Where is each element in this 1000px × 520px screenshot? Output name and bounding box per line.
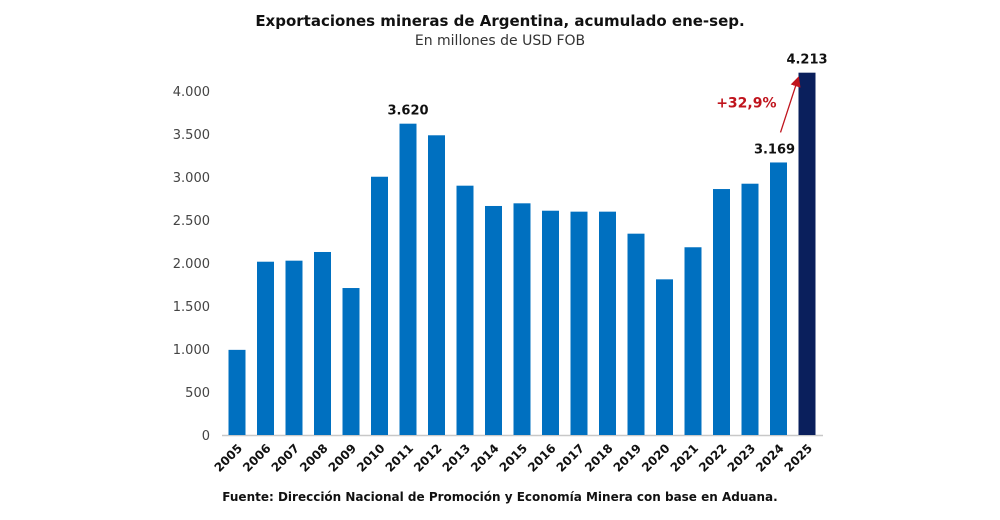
bar-2023 xyxy=(741,183,759,435)
bar-2020 xyxy=(656,279,673,435)
bar-2009 xyxy=(342,288,360,435)
bar-2016 xyxy=(542,210,559,435)
bar-2010 xyxy=(371,176,388,435)
x-tick-label: 2011 xyxy=(383,441,417,475)
bar-2022 xyxy=(713,189,730,435)
x-tick-label: 2009 xyxy=(326,441,360,475)
bar-2019 xyxy=(627,233,645,435)
bar-2008 xyxy=(314,251,331,435)
y-tick-label: 2.000 xyxy=(173,257,210,272)
x-tick-label: 2024 xyxy=(753,441,787,475)
x-tick-label: 2021 xyxy=(668,441,702,475)
x-tick-label: 2022 xyxy=(696,441,730,475)
x-tick-label: 2025 xyxy=(782,441,816,475)
chart-source: Fuente: Dirección Nacional de Promoción … xyxy=(222,490,778,504)
bar-2018 xyxy=(599,211,616,435)
bar-2015 xyxy=(513,203,531,435)
chart-subtitle: En millones de USD FOB xyxy=(414,33,586,49)
growth-annotation: +32,9% xyxy=(716,95,776,111)
bar-2024 xyxy=(770,162,787,435)
bar-2017 xyxy=(570,211,588,435)
x-tick-label: 2010 xyxy=(354,441,388,475)
y-tick-label: 1.500 xyxy=(173,300,210,315)
x-tick-label: 2006 xyxy=(240,441,274,475)
bar-2005 xyxy=(228,349,246,435)
x-tick-label: 2019 xyxy=(611,441,645,475)
x-tick-label: 2014 xyxy=(468,441,502,475)
x-tick-label: 2012 xyxy=(411,441,445,475)
x-tick-label: 2017 xyxy=(554,441,588,475)
x-tick-label: 2015 xyxy=(497,441,531,475)
x-tick-label: 2023 xyxy=(725,441,759,475)
x-tick-label: 2008 xyxy=(297,441,331,475)
bar-2007 xyxy=(285,260,303,435)
growth-arrow xyxy=(779,76,801,133)
y-tick-label: 3.000 xyxy=(173,171,210,186)
data-label: 3.169 xyxy=(754,142,795,157)
y-tick-label: 3.500 xyxy=(173,128,210,143)
x-tick-label: 2007 xyxy=(269,441,303,475)
x-tick-label: 2020 xyxy=(639,441,673,475)
x-tick-label: 2005 xyxy=(212,441,246,475)
y-tick-label: 1.000 xyxy=(173,343,210,358)
bar-2012 xyxy=(428,135,445,436)
bar-2013 xyxy=(456,185,474,435)
bar-2025 xyxy=(798,72,816,435)
bar-2006 xyxy=(257,261,274,435)
x-tick-label: 2013 xyxy=(440,441,474,475)
data-label: 3.620 xyxy=(387,104,428,119)
bar-2014 xyxy=(485,205,502,435)
x-tick-label: 2016 xyxy=(525,441,559,475)
x-tick-label: 2018 xyxy=(582,441,616,475)
y-tick-label: 0 xyxy=(202,429,210,444)
data-label: 4.213 xyxy=(786,53,827,68)
y-tick-label: 2.500 xyxy=(173,214,210,229)
bar-2021 xyxy=(684,247,702,435)
bar-2011 xyxy=(399,123,417,436)
chart-title: Exportaciones mineras de Argentina, acum… xyxy=(255,12,745,30)
y-tick-label: 500 xyxy=(185,386,210,401)
y-tick-label: 4.000 xyxy=(173,85,210,100)
